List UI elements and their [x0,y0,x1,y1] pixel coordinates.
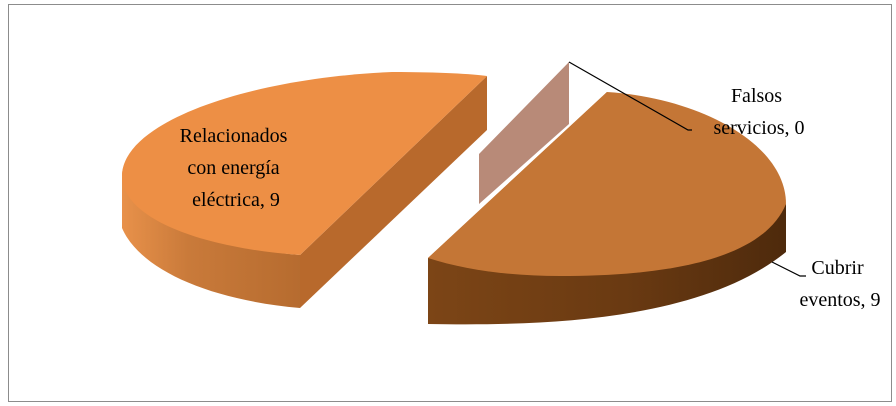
data-label-falsos-servicios: Falsos servicios, 0 [713,85,804,139]
data-label-relacionados-line-1: Relacionados [180,125,288,147]
data-label-relacionados-line-2: con energía [187,157,279,179]
pie-slice-relacionados [122,72,487,255]
data-label-falsos-line-2: servicios, 0 [713,117,804,139]
data-label-cubrir-line-1: Cubrir [811,257,864,279]
data-label-cubrir-eventos: Cubrir eventos, 9 [799,257,880,311]
pie-slice-falsos-servicios [479,62,569,204]
leader-line-falsos-servicios [568,61,692,131]
pie-slice-cubrir-eventos [428,92,786,276]
data-label-cubrir-line-2: eventos, 9 [799,289,880,311]
data-label-falsos-line-1: Falsos [731,85,782,107]
leader-line-cubrir-eventos [771,261,806,277]
data-label-relacionados-line-3: eléctrica, 9 [192,189,280,211]
pie-slice-relacionados-wall [300,76,487,308]
data-label-relacionados: Relacionados con energía eléctrica, 9 [180,125,293,211]
pie-slice-cubrir-side [428,204,786,325]
